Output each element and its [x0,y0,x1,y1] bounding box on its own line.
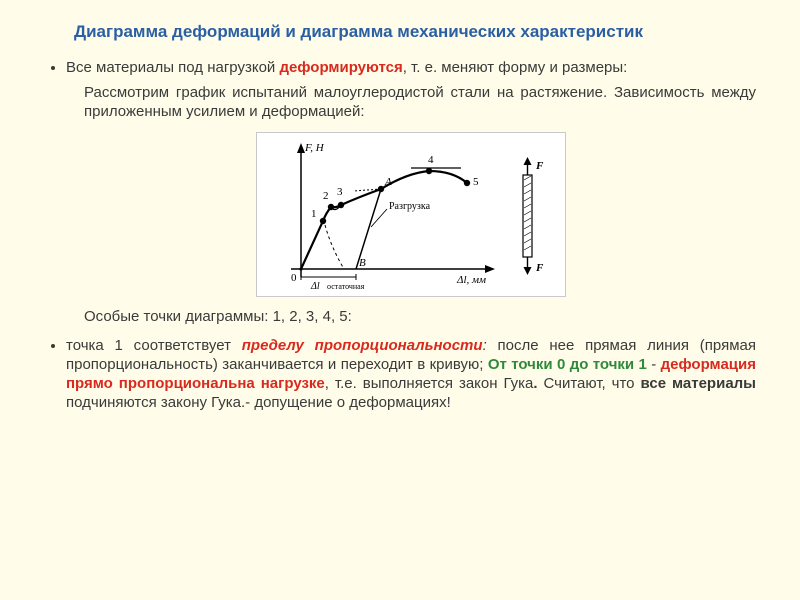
chart-wrap: 123 4 5 A B 0 F, Н Δl, мм Δl остаточная Разгрузка F… [66,132,756,297]
p4-e: - [647,356,661,373]
paragraph-2: Рассмотрим график испытаний малоуглероди… [66,83,756,121]
paragraph-1: Все материалы под нагрузкой деформируютс… [66,58,756,77]
svg-text:F: F [535,160,544,172]
svg-text:Разгрузка: Разгрузка [389,201,431,212]
chart-item: 123 4 5 A B 0 F, Н Δl, мм Δl остаточная Разгрузка F… [66,132,756,297]
p4-d: От точки 0 до точки 1 [488,356,647,373]
svg-text:3: 3 [337,186,343,198]
p1-a: Все материалы под нагрузкой [66,59,279,76]
p3-text: Особые точки диаграммы: 1, 2, 3, 4, 5: [66,307,756,326]
p4-h: . [533,375,543,392]
p4-g: , т.е. выполняется закон Гука [325,375,534,392]
svg-text:F: F [535,262,544,274]
slide-title: Диаграмма деформаций и диаграмма механич… [74,22,756,42]
p1-deform: деформируются [279,59,402,76]
p4-a: точка 1 соответствует [66,337,242,354]
svg-text:F, Н: F, Н [304,142,325,154]
svg-text:остаточная: остаточная [327,282,365,291]
stress-strain-diagram: 123 4 5 A B 0 F, Н Δl, мм Δl остаточная Разгрузка F… [261,137,561,292]
body-list: Все материалы под нагрузкой деформируютс… [44,58,756,413]
svg-text:A: A [384,176,392,188]
p2-text: Рассмотрим график испытаний малоуглероди… [66,83,756,121]
slide-root: Диаграмма деформаций и диаграмма механич… [0,0,800,600]
p1-c: , т. е. меняют форму и размеры: [403,59,628,76]
svg-text:B: B [359,257,366,269]
svg-text:Δl: Δl [310,281,320,292]
svg-text:1: 1 [311,208,317,220]
paragraph-3: Особые точки диаграммы: 1, 2, 3, 4, 5: [66,307,756,326]
svg-text:Δl, мм: Δl, мм [456,274,486,286]
svg-text:5: 5 [473,176,479,188]
svg-text:2: 2 [323,190,329,202]
p4-k: подчиняются закону Гука.- допущение о де… [66,394,451,411]
p4-j: все материалы [641,375,757,392]
svg-text:4: 4 [428,154,434,166]
paragraph-4: точка 1 соответствует пределу пропорцион… [66,336,756,413]
p4-i: Считают, что [544,375,641,392]
chart-box: 123 4 5 A B 0 F, Н Δl, мм Δl остаточная Разгрузка F… [256,132,566,297]
p4-b: пределу пропорциональности [242,337,483,354]
svg-text:0: 0 [291,272,297,284]
